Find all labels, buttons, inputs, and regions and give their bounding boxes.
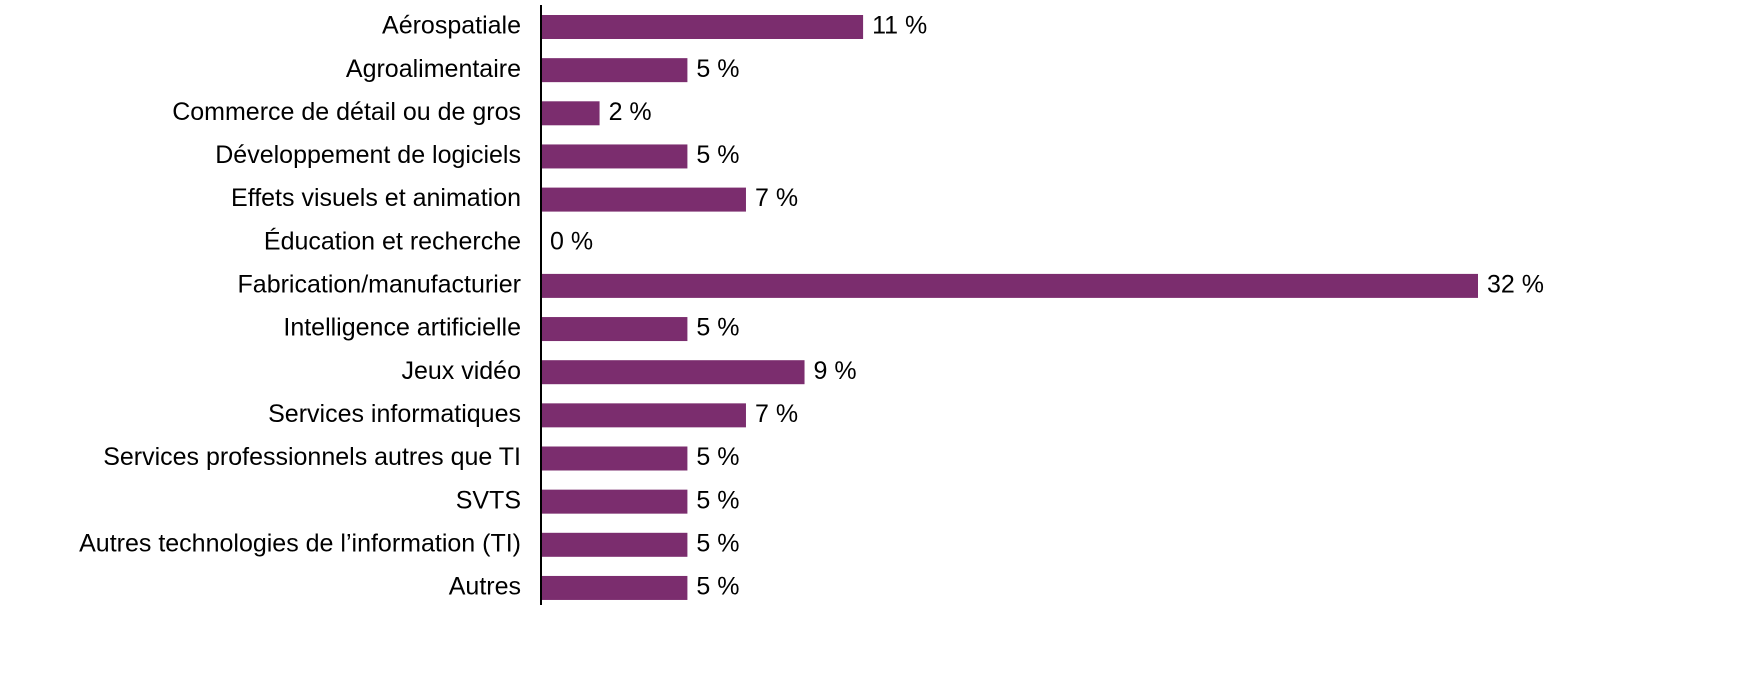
bar	[541, 144, 688, 169]
bar	[541, 187, 746, 212]
bar	[541, 15, 864, 39]
bar	[541, 360, 805, 385]
category-label: SVTS	[456, 486, 521, 514]
data-label: 5 %	[696, 141, 739, 169]
bar	[541, 532, 688, 557]
bar	[541, 575, 688, 600]
data-label: 5 %	[696, 443, 739, 471]
data-label: 7 %	[755, 400, 798, 428]
data-label: 7 %	[755, 184, 798, 212]
bar	[541, 489, 688, 514]
data-label: 0 %	[550, 227, 593, 255]
data-label: 5 %	[696, 573, 739, 601]
category-label: Services informatiques	[268, 400, 521, 428]
category-label: Aérospatiale	[382, 12, 521, 40]
data-label: 5 %	[696, 529, 739, 557]
data-label: 5 %	[696, 55, 739, 83]
data-label: 5 %	[696, 314, 739, 342]
bar	[541, 58, 688, 83]
category-label: Développement de logiciels	[215, 141, 521, 169]
category-label: Commerce de détail ou de gros	[172, 98, 521, 126]
category-label: Jeux vidéo	[401, 357, 521, 385]
category-label: Intelligence artificielle	[283, 314, 521, 342]
bar	[541, 317, 688, 342]
category-label: Effets visuels et animation	[231, 184, 521, 212]
bar	[541, 446, 688, 471]
data-label: 11 %	[872, 12, 927, 40]
category-label: Éducation et recherche	[264, 226, 521, 255]
data-label: 9 %	[814, 357, 857, 385]
data-label: 5 %	[696, 486, 739, 514]
bar	[541, 273, 1478, 298]
bar	[541, 101, 600, 126]
bar	[541, 403, 746, 428]
data-label: 32 %	[1487, 271, 1544, 299]
data-label: 2 %	[609, 98, 652, 126]
category-label: Autres	[449, 573, 521, 601]
category-label: Autres technologies de l’information (TI…	[79, 529, 521, 557]
category-label: Fabrication/manufacturier	[238, 271, 521, 299]
category-label: Agroalimentaire	[346, 55, 521, 83]
category-label: Services professionnels autres que TI	[103, 443, 521, 471]
